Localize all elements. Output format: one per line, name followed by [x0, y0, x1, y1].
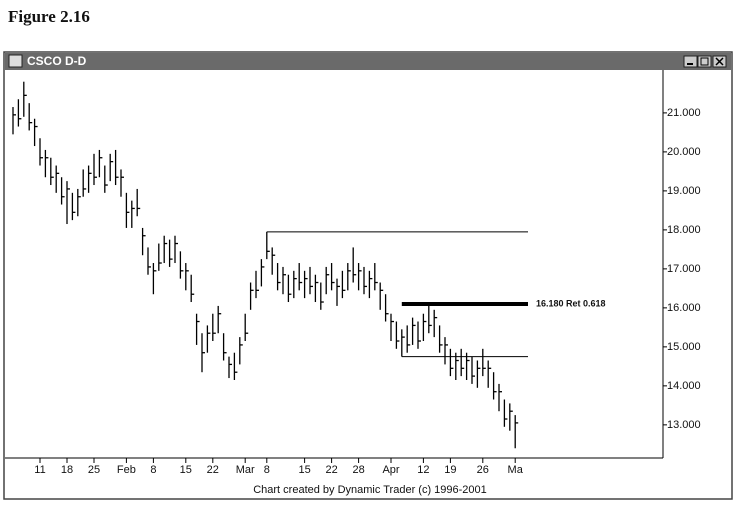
x-tick-label: Feb: [117, 464, 136, 476]
window: [3, 51, 733, 500]
x-tick-label: 8: [264, 464, 270, 476]
minimize-button[interactable]: [683, 55, 698, 68]
x-tick-label: 25: [88, 464, 100, 476]
x-tick-label: 26: [477, 464, 489, 476]
y-tick-label: 20.000: [667, 146, 701, 158]
window-buttons: [683, 55, 727, 68]
close-icon: [715, 57, 724, 66]
y-tick-label: 18.000: [667, 224, 701, 236]
x-tick-label: 22: [325, 464, 337, 476]
y-tick-label: 14.000: [667, 380, 701, 392]
x-tick-label: 22: [207, 464, 219, 476]
maximize-icon: [700, 57, 709, 66]
x-tick-label: 28: [352, 464, 364, 476]
y-tick-label: 13.000: [667, 419, 701, 431]
y-tick-label: 21.000: [667, 107, 701, 119]
title-bar: [5, 53, 731, 70]
x-tick-label: 8: [150, 464, 156, 476]
x-tick-label: 11: [34, 464, 45, 476]
y-tick-label: 17.000: [667, 263, 701, 275]
footer: Chart created by Dynamic Trader (c) 1996…: [253, 484, 487, 496]
plot: 13.000 14.000 15.000 16.000 17.000 18.000 19.0…: [12, 81, 701, 476]
x-tick-label: 15: [298, 464, 310, 476]
y-tick-label: 16.000: [667, 302, 701, 314]
maximize-button[interactable]: [697, 55, 712, 68]
x-tick-label: Apr: [382, 464, 399, 476]
x-tick-label: 12: [417, 464, 429, 476]
window-title: CSCO D-D: [27, 54, 87, 68]
x-tick-label: Mar: [236, 464, 255, 476]
window-icon: [8, 54, 23, 68]
x-tick-label: 15: [180, 464, 192, 476]
y-tick-label: 19.000: [667, 185, 701, 197]
figure-label: Figure 2.16: [8, 7, 90, 26]
level-label: 16.180 Ret 0.618: [536, 298, 606, 308]
y-tick-label: 15.000: [667, 341, 701, 353]
x-tick-label: 19: [444, 464, 456, 476]
x-tick-label: 18: [61, 464, 73, 476]
x-tick-label: Ma: [508, 464, 524, 476]
